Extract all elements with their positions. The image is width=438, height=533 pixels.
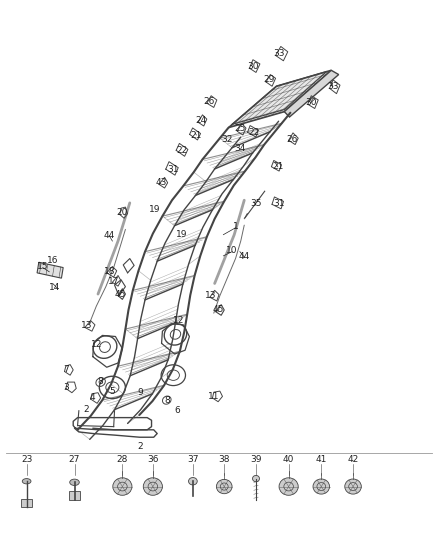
Ellipse shape: [113, 478, 132, 495]
Polygon shape: [284, 70, 339, 117]
Polygon shape: [37, 262, 63, 278]
Ellipse shape: [345, 479, 361, 494]
Text: 31: 31: [168, 166, 179, 174]
Text: 18: 18: [103, 268, 115, 276]
Text: 12: 12: [173, 316, 185, 325]
Text: 33: 33: [273, 49, 285, 58]
Text: 40: 40: [283, 455, 294, 464]
Text: 21: 21: [272, 163, 283, 171]
Ellipse shape: [22, 479, 31, 484]
Text: 29: 29: [263, 75, 275, 84]
Text: 19: 19: [176, 230, 188, 239]
Text: 7: 7: [63, 366, 69, 374]
Ellipse shape: [279, 478, 298, 495]
Text: 24: 24: [195, 116, 206, 125]
Text: 38: 38: [219, 455, 230, 464]
Text: 22: 22: [177, 147, 187, 156]
Text: 42: 42: [347, 455, 359, 464]
Text: 28: 28: [117, 455, 128, 464]
Text: 19: 19: [149, 205, 160, 214]
Ellipse shape: [143, 478, 162, 495]
Text: 10: 10: [226, 246, 238, 255]
Ellipse shape: [216, 479, 232, 494]
Ellipse shape: [70, 479, 79, 486]
Text: 14: 14: [49, 283, 60, 292]
Text: 37: 37: [187, 455, 199, 464]
Text: 25: 25: [234, 124, 246, 133]
Text: 3: 3: [63, 383, 69, 392]
Bar: [69, 491, 80, 500]
Text: 44: 44: [239, 253, 250, 262]
Text: 11: 11: [208, 392, 219, 401]
Text: 13: 13: [205, 291, 217, 300]
Text: 39: 39: [250, 455, 262, 464]
Polygon shape: [229, 70, 331, 127]
Text: 5: 5: [110, 386, 115, 395]
Ellipse shape: [313, 479, 329, 494]
Text: 17: 17: [108, 277, 120, 286]
Text: 30: 30: [247, 62, 259, 70]
Text: 41: 41: [316, 455, 327, 464]
Text: 44: 44: [104, 231, 115, 240]
Text: 22: 22: [248, 128, 259, 138]
Text: 21: 21: [191, 131, 202, 140]
Text: 45: 45: [212, 305, 224, 314]
Text: 33: 33: [327, 82, 339, 91]
Text: 32: 32: [221, 135, 233, 144]
Text: 16: 16: [47, 256, 59, 265]
Text: 34: 34: [234, 144, 246, 154]
Text: 26: 26: [204, 96, 215, 106]
Text: 4: 4: [90, 393, 95, 402]
Text: 6: 6: [175, 406, 180, 415]
Text: 31: 31: [273, 199, 285, 208]
Text: 13: 13: [81, 321, 92, 330]
Text: 27: 27: [69, 455, 80, 464]
Text: 36: 36: [147, 455, 159, 464]
Text: 1: 1: [233, 222, 238, 231]
Bar: [21, 499, 32, 507]
Text: 12: 12: [92, 341, 103, 350]
Text: 2: 2: [84, 405, 89, 414]
Text: 43: 43: [156, 178, 167, 187]
Text: 9: 9: [137, 388, 143, 397]
Text: 35: 35: [250, 199, 262, 208]
Text: 2: 2: [137, 442, 143, 451]
Text: 30: 30: [306, 98, 317, 107]
Text: 23: 23: [21, 455, 32, 464]
Text: 20: 20: [117, 208, 128, 217]
Ellipse shape: [188, 478, 197, 485]
Ellipse shape: [253, 475, 259, 482]
Text: 8: 8: [165, 395, 170, 405]
Text: 8: 8: [98, 377, 103, 386]
Text: 45: 45: [114, 289, 125, 298]
Text: 15: 15: [37, 262, 49, 271]
Text: 26: 26: [286, 135, 298, 144]
